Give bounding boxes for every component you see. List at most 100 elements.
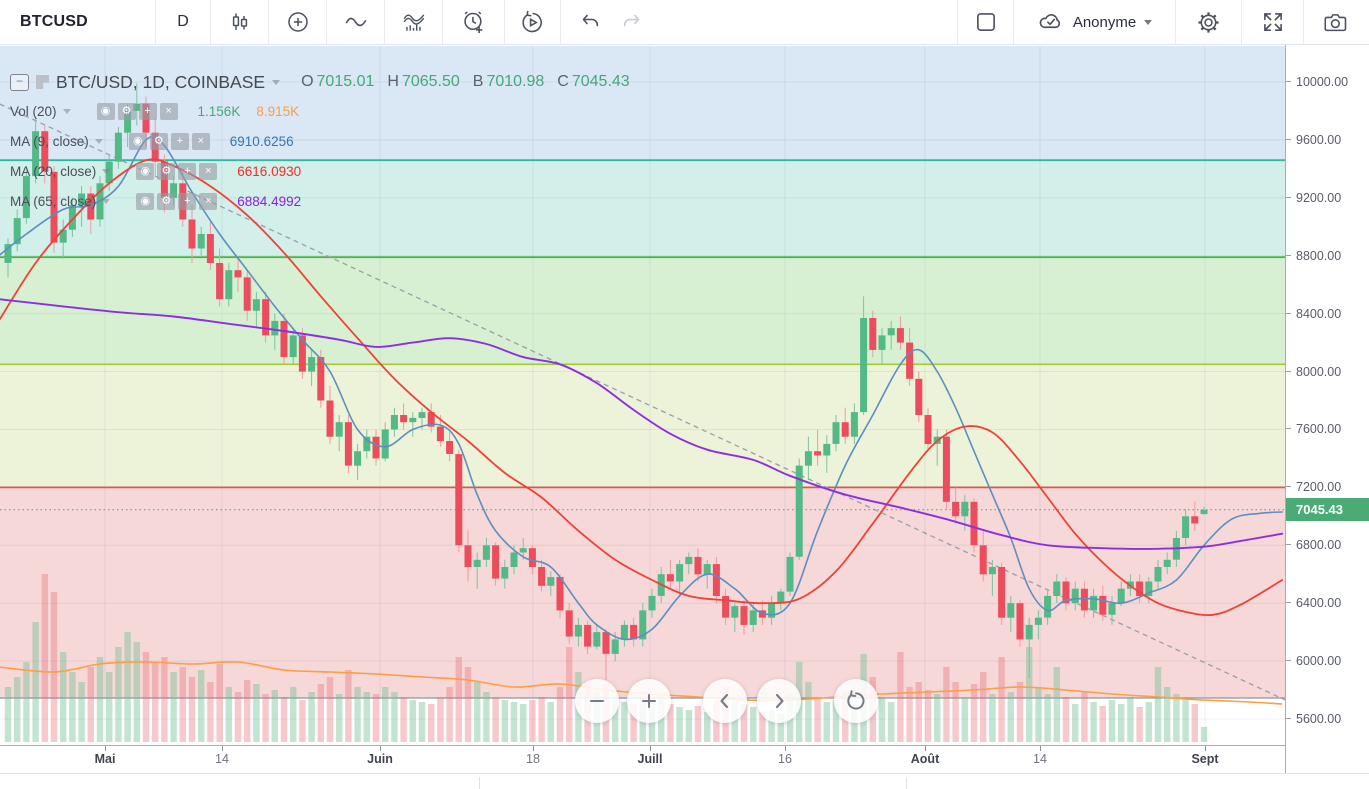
interval-button[interactable]: D xyxy=(156,0,211,44)
close-value: 7045.43 xyxy=(571,73,630,90)
chevron-down-icon[interactable] xyxy=(102,198,111,204)
line-tool-button[interactable] xyxy=(327,0,385,44)
indicator-buttons: ◉ ⚙ + × xyxy=(128,132,210,150)
chart-title[interactable]: BTC/USD, 1D, COINBASE xyxy=(56,71,266,92)
plus-icon[interactable]: + xyxy=(138,102,157,120)
alert-button[interactable] xyxy=(443,0,505,44)
price-tick: 6400.00 xyxy=(1286,596,1369,610)
high-value: 7065.50 xyxy=(401,73,460,90)
indicator-row-ma20: MA (20, close) ◉ ⚙ + × 6616.0930 xyxy=(10,156,630,186)
time-tick-label: 16 xyxy=(778,752,792,766)
gear-icon[interactable]: ⚙ xyxy=(149,132,168,150)
time-tick-label: 14 xyxy=(1033,752,1047,766)
volume-value: 1.156K xyxy=(197,103,241,119)
undo-icon[interactable] xyxy=(578,10,602,34)
indicator-buttons: ◉ ⚙ + × xyxy=(96,102,178,120)
scroll-right-button[interactable] xyxy=(757,679,801,723)
indicators-icon xyxy=(403,14,424,31)
redo-icon[interactable] xyxy=(620,10,644,34)
time-tick-label: Sept xyxy=(1191,752,1219,766)
price-tick: 9200.00 xyxy=(1286,191,1369,205)
time-tick-label: Juill xyxy=(637,752,663,766)
indicator-row-volume: Vol (20) ◉ ⚙ + × 1.156K 8.915K xyxy=(10,96,630,126)
legend-title-row: − BTC/USD, 1D, COINBASE O 7015.01 H 7065.5… xyxy=(10,68,630,96)
plus-icon[interactable]: + xyxy=(170,132,189,150)
time-tick-mark xyxy=(925,746,926,751)
candles-icon xyxy=(232,13,247,30)
eye-icon[interactable]: ◉ xyxy=(96,102,115,120)
scroll-left-button[interactable] xyxy=(703,679,747,723)
close-icon[interactable]: × xyxy=(191,132,210,150)
ma9-value: 6910.6256 xyxy=(229,133,294,149)
indicator-label[interactable]: Vol (20) xyxy=(10,103,57,119)
price-tick: 5600.00 xyxy=(1286,712,1369,726)
symbol-search-button[interactable]: BTCUSD xyxy=(0,0,156,44)
plus-icon[interactable]: + xyxy=(178,162,197,180)
close-icon[interactable]: × xyxy=(159,102,178,120)
time-tick-label: Août xyxy=(910,752,940,766)
indicator-label[interactable]: MA (65, close) xyxy=(10,193,97,209)
zoom-in-button[interactable] xyxy=(627,679,671,723)
indicator-row-ma65: MA (65, close) ◉ ⚙ + × 6884.4992 xyxy=(10,186,630,216)
time-tick-mark xyxy=(105,746,106,751)
indicators-button[interactable] xyxy=(385,0,443,44)
snapshot-button[interactable] xyxy=(1303,0,1369,44)
gear-icon[interactable]: ⚙ xyxy=(117,102,136,120)
price-chart-canvas[interactable] xyxy=(0,0,1285,773)
time-tick-mark xyxy=(1205,746,1206,751)
indicator-label[interactable]: MA (9, close) xyxy=(10,133,89,149)
time-tick-label: 14 xyxy=(215,752,229,766)
eye-icon[interactable]: ◉ xyxy=(136,162,155,180)
close-icon[interactable]: × xyxy=(199,192,218,210)
chart-style-button[interactable] xyxy=(211,0,269,44)
price-tick: 7200.00 xyxy=(1286,480,1369,494)
price-tick: 8400.00 xyxy=(1286,307,1369,321)
chevron-down-icon[interactable] xyxy=(102,168,111,174)
squiggle-line-icon xyxy=(345,17,366,27)
gear-icon[interactable]: ⚙ xyxy=(157,192,176,210)
eye-icon[interactable]: ◉ xyxy=(128,132,147,150)
collapse-pane-button[interactable]: − xyxy=(10,73,29,91)
ma65-value: 6884.4992 xyxy=(237,193,302,209)
time-scale[interactable]: Mai 14 Juin 18 Juill 16 Août 14 Sept xyxy=(0,745,1285,773)
fullscreen-icon xyxy=(1263,13,1282,31)
chevron-down-icon[interactable] xyxy=(94,138,103,144)
eye-icon[interactable]: ◉ xyxy=(136,192,155,210)
camera-icon xyxy=(1324,13,1347,31)
indicator-row-ma9: MA (9, close) ◉ ⚙ + × 6910.6256 xyxy=(10,126,630,156)
replay-icon xyxy=(522,10,542,32)
compare-button[interactable] xyxy=(269,0,327,44)
time-tick-label: Mai xyxy=(94,752,116,766)
time-tick-mark xyxy=(222,746,223,751)
chevron-down-icon[interactable] xyxy=(62,108,71,114)
interval-label: D xyxy=(177,13,189,30)
settings-button[interactable] xyxy=(1175,0,1241,44)
reset-chart-button[interactable] xyxy=(834,679,878,723)
toolbar-spacer xyxy=(661,0,957,44)
zoom-out-button[interactable] xyxy=(575,679,619,723)
title-caret-icon[interactable] xyxy=(272,79,281,85)
gear-icon[interactable]: ⚙ xyxy=(157,162,176,180)
ohlc-values: O 7015.01 H 7065.50 B 7010.98 C 7045.43 xyxy=(301,73,630,91)
price-scale[interactable]: 7045.43 10000.00 9600.00 9200.00 8800.00 840… xyxy=(1285,45,1369,773)
plus-icon[interactable]: + xyxy=(178,192,197,210)
low-value: 7010.98 xyxy=(486,73,545,90)
flag-icon[interactable] xyxy=(36,75,49,89)
cloud-check-icon xyxy=(1039,14,1060,29)
gear-icon xyxy=(1198,11,1219,33)
bottom-bar-separator xyxy=(479,777,480,789)
top-toolbar: BTCUSD D xyxy=(0,0,1369,45)
fullscreen-button[interactable] xyxy=(1241,0,1303,44)
minus-icon xyxy=(590,700,604,702)
price-tick: 6000.00 xyxy=(1286,654,1369,668)
time-tick-mark xyxy=(533,746,534,751)
layout-select-button[interactable] xyxy=(957,0,1013,44)
alarm-clock-plus-icon xyxy=(464,11,483,33)
high-label: H xyxy=(387,73,399,90)
bar-replay-button[interactable] xyxy=(505,0,561,44)
close-icon[interactable]: × xyxy=(199,162,218,180)
indicator-buttons: ◉ ⚙ + × xyxy=(136,162,218,180)
indicator-label[interactable]: MA (20, close) xyxy=(10,163,97,179)
bottom-bar-separator xyxy=(906,777,907,789)
cloud-account-button[interactable]: Anonyme xyxy=(1013,0,1175,44)
